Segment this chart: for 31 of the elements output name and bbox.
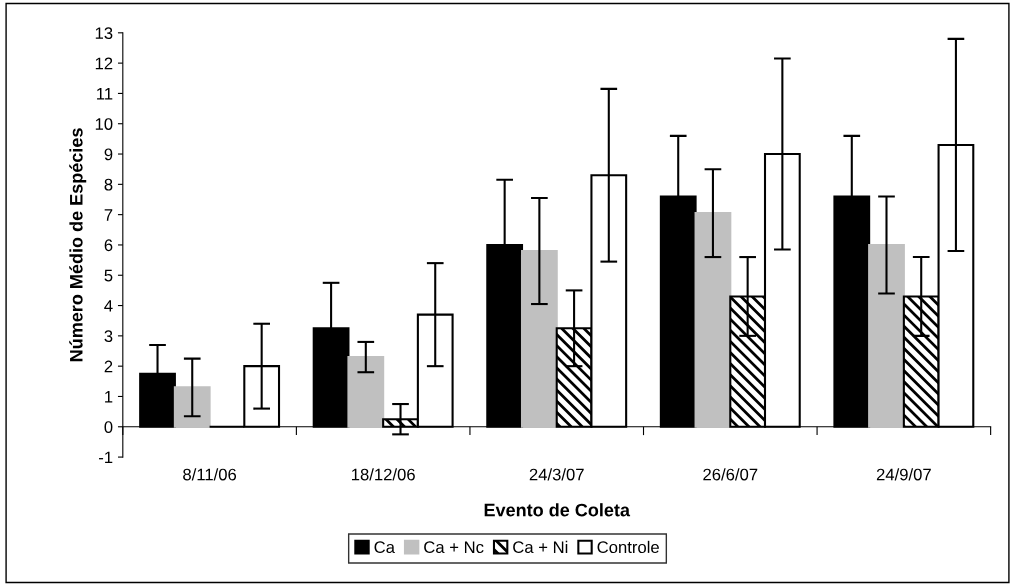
x-tick-label: 24/9/07 xyxy=(876,468,931,481)
y-tick-label: 7 xyxy=(104,209,113,221)
y-tick-label: 6 xyxy=(104,239,113,252)
y-tick-label: 3 xyxy=(104,330,113,343)
y-tick-label: 1 xyxy=(105,391,113,403)
y-tick-label: 13 xyxy=(95,27,113,40)
bar xyxy=(694,212,732,428)
y-tick-label: 2 xyxy=(104,360,113,373)
y-tick-label: 0 xyxy=(104,421,113,433)
bar xyxy=(868,243,905,428)
x-tick-label: 24/3/07 xyxy=(529,468,584,481)
y-tick-label: 9 xyxy=(104,148,113,161)
bar xyxy=(347,356,385,428)
bar xyxy=(520,249,558,428)
x-tick-label: 18/12/06 xyxy=(352,468,415,481)
legend-label: Ca xyxy=(374,541,395,554)
x-tick-label: 26/6/07 xyxy=(703,468,758,481)
bar xyxy=(173,386,211,428)
y-tick-label: 4 xyxy=(104,300,113,312)
legend-label: Ca + Ni xyxy=(513,540,568,554)
y-tick-label: 8 xyxy=(104,178,113,191)
y-tick-label: 11 xyxy=(97,88,113,100)
y-tick-label: 5 xyxy=(104,269,113,282)
y-tick-label: -1 xyxy=(99,451,113,464)
x-tick-label: 8/11/06 xyxy=(183,468,237,481)
y-tick-label: 12 xyxy=(95,57,113,70)
x-axis-title: Evento de Coleta xyxy=(484,503,631,517)
y-tick-label: 10 xyxy=(95,118,113,130)
legend-label: Controle xyxy=(597,540,659,554)
y-axis-title: Número Médio de Espécies xyxy=(69,128,87,362)
legend-label: Ca + Nc xyxy=(424,541,484,554)
